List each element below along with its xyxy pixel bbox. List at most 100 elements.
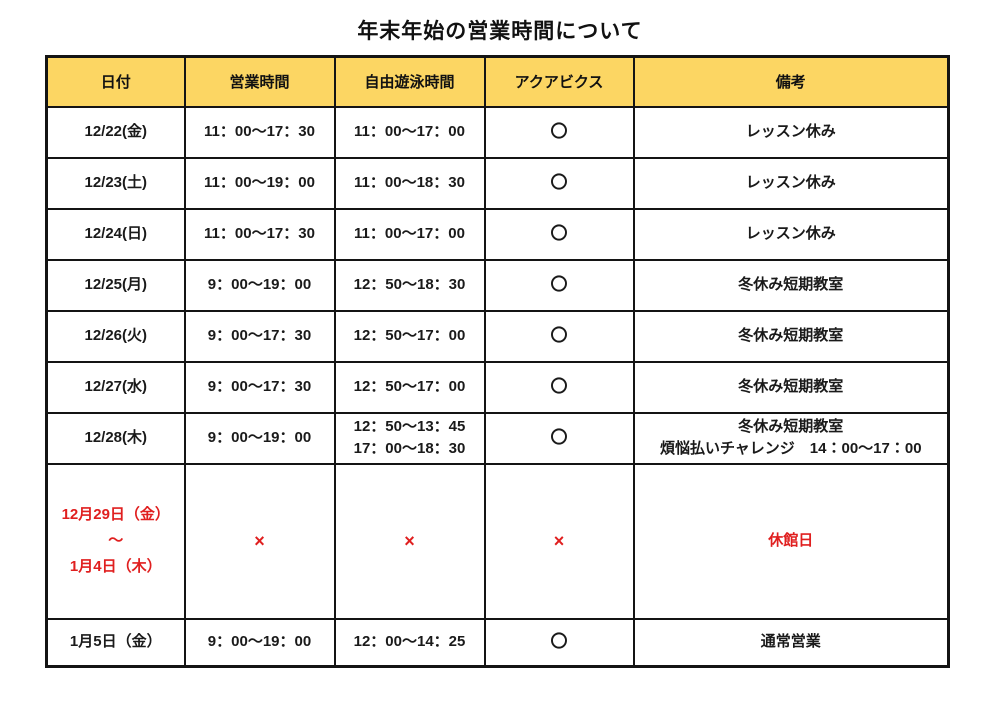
table-row: 12/22(金) 11：00～17：30 11：00～17：00 〇 レッスン休み xyxy=(45,105,950,159)
table-row: 12/23(土) 11：00～19：00 11：00～18：30 〇 レッスン休み xyxy=(45,156,950,210)
table-row: 12/26(火) 9：00～17：30 12：50～17：00 〇 冬休み短期教室 xyxy=(45,309,950,363)
date-cell: 12/24(日) xyxy=(45,207,186,261)
cell-line: 12/24(日) xyxy=(84,225,148,242)
cell-line: 12：50～17：00 xyxy=(353,327,466,344)
free-swim-cell: 12：00～14：25 xyxy=(333,617,486,668)
aqua-cell: 〇 xyxy=(483,411,635,465)
cell-line: レッスン休み xyxy=(745,174,836,191)
cell-line: レッスン休み xyxy=(745,123,836,140)
notes-cell: 休館日 xyxy=(632,462,950,620)
free-swim-cell: 11：00～17：00 xyxy=(333,207,486,261)
aqua-cell: 〇 xyxy=(483,156,635,210)
cell-line: × xyxy=(254,531,265,551)
schedule-table-header: 日付 営業時間 自由遊泳時間 アクアビクス 備考 xyxy=(45,55,950,108)
cell-line: 1月5日（金） xyxy=(69,633,162,651)
cell-line: 11：00～18：30 xyxy=(354,174,465,191)
cell-line: 9：00～19：00 xyxy=(207,429,312,446)
cell-line: 17：00～18：30 xyxy=(353,440,466,457)
free-swim-cell: 11：00～18：30 xyxy=(333,156,486,210)
aqua-cell: 〇 xyxy=(483,360,635,414)
hours-cell: 11：00～17：30 xyxy=(183,207,336,261)
cell-line: 12：50～18：30 xyxy=(353,276,466,293)
table-row: 12/24(日) 11：00～17：30 11：00～17：00 〇 レッスン休み xyxy=(45,207,950,261)
notes-cell: 冬休み短期教室 xyxy=(632,309,950,363)
header-row: 日付 営業時間 自由遊泳時間 アクアビクス 備考 xyxy=(45,55,950,108)
date-cell: 12/22(金) xyxy=(45,105,186,159)
free-swim-cell: × xyxy=(333,462,486,620)
cell-line: 1月4日（木） xyxy=(69,558,162,575)
column-header-aquabics: アクアビクス xyxy=(483,55,635,108)
cell-line: 冬休み短期教室 xyxy=(738,276,844,293)
hours-cell: 9：00～17：30 xyxy=(183,309,336,363)
free-swim-cell: 12：50～13：45 17：00～18：30 xyxy=(333,411,486,465)
cell-line: 12：50～13：45 xyxy=(353,418,466,435)
cell-line: 9：00～19：00 xyxy=(207,276,312,293)
notes-cell: 冬休み短期教室 xyxy=(632,258,950,312)
free-swim-cell: 12：50～18：30 xyxy=(333,258,486,312)
aqua-cell: 〇 xyxy=(483,207,635,261)
cell-line: 冬休み短期教室 xyxy=(738,418,844,435)
hours-cell: 11：00～17：30 xyxy=(183,105,336,159)
cell-line: 11：00～19：00 xyxy=(204,174,315,191)
hours-cell: 11：00～19：00 xyxy=(183,156,336,210)
cell-line: 休館日 xyxy=(768,532,814,549)
notes-cell: 冬休み短期教室 xyxy=(632,360,950,414)
cell-line: 9：00～19：00 xyxy=(207,633,312,651)
hours-cell: × xyxy=(183,462,336,620)
date-cell: 12/23(土) xyxy=(45,156,186,210)
aqua-cell: 〇 xyxy=(483,258,635,312)
date-cell: 1月5日（金） xyxy=(45,617,186,668)
cell-line: 11：00～17：00 xyxy=(354,225,465,242)
cell-line: × xyxy=(404,531,415,551)
table-row: 12月29日（金） ～ 1月4日（木） × × × 休館日 xyxy=(45,462,950,620)
free-swim-cell: 12：50～17：00 xyxy=(333,360,486,414)
cell-line: 12/22(金) xyxy=(84,123,148,140)
notes-cell: レッスン休み xyxy=(632,156,950,210)
table-row: 12/27(水) 9：00～17：30 12：50～17：00 〇 冬休み短期教室 xyxy=(45,360,950,414)
schedule-table: 日付 営業時間 自由遊泳時間 アクアビクス 備考 12/22(金) 11：00～1… xyxy=(45,55,950,668)
date-cell: 12/25(月) xyxy=(45,258,186,312)
cell-line: 12：00～14：25 xyxy=(353,633,466,651)
cell-line: 煩悩払いチャレンジ 14：00～17：00 xyxy=(659,440,922,457)
cell-line: レッスン休み xyxy=(745,225,836,242)
cell-line: ～ xyxy=(108,532,124,549)
column-header-notes: 備考 xyxy=(632,55,950,108)
hours-cell: 9：00～17：30 xyxy=(183,360,336,414)
hours-cell: 9：00～19：00 xyxy=(183,258,336,312)
cell-line: 冬休み短期教室 xyxy=(738,378,844,395)
hours-cell: 9：00～19：00 xyxy=(183,411,336,465)
date-cell: 12月29日（金） ～ 1月4日（木） xyxy=(45,462,186,620)
cell-line: 〇 xyxy=(550,173,568,192)
free-swim-cell: 12：50～17：00 xyxy=(333,309,486,363)
free-swim-cell: 11：00～17：00 xyxy=(333,105,486,159)
cell-line: 12/26(火) xyxy=(84,327,148,344)
cell-line: 冬休み短期教室 xyxy=(738,327,844,344)
cell-line: 〇 xyxy=(550,326,568,345)
cell-line: 〇 xyxy=(550,377,568,396)
cell-line: 9：00～17：30 xyxy=(207,327,312,344)
table-row: 1月5日（金） 9：00～19：00 12：00～14：25 〇 通常営業 xyxy=(45,617,950,668)
column-header-date: 日付 xyxy=(45,55,186,108)
cell-line: 11：00～17：00 xyxy=(354,123,465,140)
cell-line: 11：00～17：30 xyxy=(204,225,315,242)
schedule-table-body: 12/22(金) 11：00～17：30 11：00～17：00 〇レッスン休み 12/… xyxy=(45,105,950,668)
aqua-cell: × xyxy=(483,462,635,620)
table-row: 12/28(木) 9：00～19：00 12：50～13：45 17：00～18：30… xyxy=(45,411,950,465)
cell-line: 〇 xyxy=(550,428,568,447)
hours-cell: 9：00～19：00 xyxy=(183,617,336,668)
cell-line: 12月29日（金） xyxy=(61,506,170,523)
notes-cell: 冬休み短期教室煩悩払いチャレンジ 14：00～17：00 xyxy=(632,411,950,465)
notes-cell: レッスン休み xyxy=(632,105,950,159)
cell-line: 通常営業 xyxy=(760,633,821,651)
cell-line: 〇 xyxy=(550,275,568,294)
page-title: 年末年始の営業時間について xyxy=(357,20,643,43)
cell-line: 9：00～17：30 xyxy=(207,378,312,395)
column-header-free-swim: 自由遊泳時間 xyxy=(333,55,486,108)
notes-cell: レッスン休み xyxy=(632,207,950,261)
date-cell: 12/27(水) xyxy=(45,360,186,414)
cell-line: 11：00～17：30 xyxy=(204,123,315,140)
cell-line: 12：50～17：00 xyxy=(353,378,466,395)
date-cell: 12/26(火) xyxy=(45,309,186,363)
date-cell: 12/28(木) xyxy=(45,411,186,465)
